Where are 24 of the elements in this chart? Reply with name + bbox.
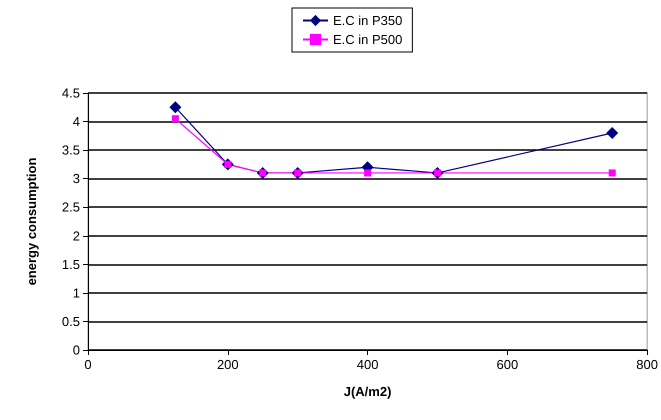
y-tick-label: 2.5 — [62, 200, 80, 215]
x-tick-label: 200 — [216, 357, 239, 372]
x-axis-title: J(A/m2) — [344, 384, 392, 399]
x-tick-label: 400 — [356, 357, 378, 372]
y-tick-label: 1 — [72, 285, 80, 300]
legend-label: E.C in P350 — [333, 13, 402, 28]
point — [172, 115, 179, 122]
legend-label: E.C in P500 — [333, 32, 402, 47]
y-tick-label: 4.5 — [62, 86, 80, 100]
y-tick-label: 3.5 — [62, 142, 80, 158]
x-tick-label: 600 — [496, 357, 518, 372]
y-tick-label: 2 — [72, 228, 80, 244]
point — [606, 126, 618, 139]
y-tick-label: 0 — [72, 342, 80, 358]
point — [169, 101, 182, 114]
x-tick-label: 0 — [84, 357, 92, 372]
y-tick-label: 0.5 — [62, 314, 80, 329]
y-tick-label: 4 — [72, 114, 80, 130]
point — [364, 169, 372, 176]
y-tick-label: 3 — [72, 171, 80, 186]
point — [608, 169, 616, 176]
y-tick-label: 1.5 — [62, 256, 80, 272]
y-axis-title: energy consumption — [24, 158, 39, 286]
x-tick-label: 800 — [636, 357, 658, 372]
